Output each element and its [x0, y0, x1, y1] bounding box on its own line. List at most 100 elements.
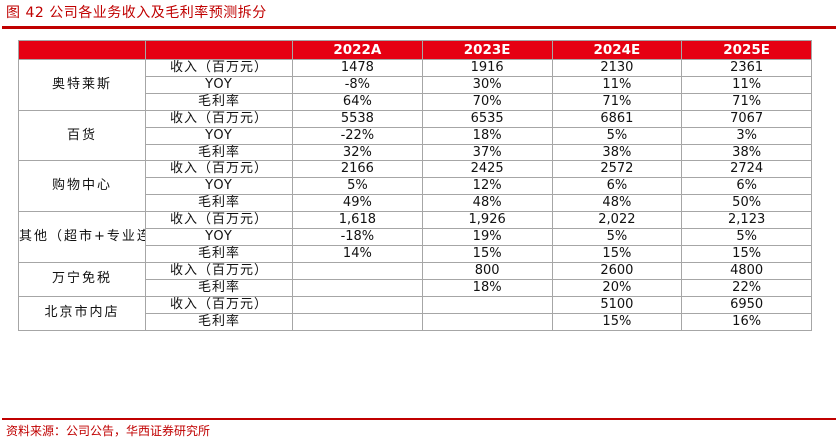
value-cell [421, 312, 553, 331]
table-row: 北京市内店 收入（百万元） 5100 6950 [18, 295, 812, 331]
table-row: 毛利率 14% 15% 15% 15% [19, 244, 812, 263]
top-rule [2, 26, 836, 29]
value-cell: 5% [681, 228, 812, 246]
header-metric-cell [145, 40, 293, 60]
metric-label: 收入（百万元） [145, 59, 293, 77]
column-header: 2025E [681, 40, 812, 60]
value-cell: 15% [551, 244, 683, 263]
value-cell: -22% [292, 126, 423, 145]
value-cell: 64% [292, 92, 423, 111]
metric-label: 收入（百万元） [145, 295, 293, 314]
value-cell: 15% [551, 312, 683, 331]
value-cell: 48% [421, 194, 553, 213]
metric-label: 毛利率 [145, 244, 293, 263]
value-cell: 38% [551, 143, 683, 162]
value-cell: 5100 [551, 295, 683, 314]
value-cell: 6535 [421, 109, 553, 128]
value-cell: 1,926 [421, 211, 553, 230]
value-cell: 2130 [551, 59, 683, 77]
value-cell: 22% [681, 278, 812, 297]
metric-label: 毛利率 [145, 312, 293, 331]
table-row: 毛利率 49% 48% 48% 50% [19, 194, 812, 213]
value-cell: 5% [551, 126, 683, 145]
value-cell: 30% [421, 75, 553, 94]
value-cell: 7067 [681, 109, 812, 128]
column-header: 2023E [421, 40, 553, 60]
value-cell: 5% [292, 177, 423, 196]
value-cell: 37% [421, 143, 553, 162]
metric-label: 收入（百万元） [145, 109, 293, 128]
value-cell: 48% [551, 194, 683, 213]
value-cell: 11% [551, 75, 683, 94]
metric-label: 收入（百万元） [145, 261, 293, 280]
metric-label: 毛利率 [145, 194, 293, 213]
value-cell: 15% [681, 244, 812, 263]
metric-label: 毛利率 [145, 143, 293, 162]
value-cell: 6861 [551, 109, 683, 128]
value-cell: 18% [421, 126, 553, 145]
value-cell: 71% [551, 92, 683, 111]
metric-label: 毛利率 [145, 92, 293, 111]
segment-label: 万宁免税 [18, 261, 146, 297]
value-cell: 2,123 [681, 211, 812, 230]
value-cell: 15% [421, 244, 553, 263]
metric-label: 收入（百万元） [145, 160, 293, 179]
value-cell: 16% [681, 312, 812, 331]
table-row: YOY 5% 12% 6% 6% [19, 177, 812, 196]
table-row: 奥特莱斯 收入（百万元） 1478 1916 2130 2361 [18, 59, 812, 111]
table-row: 毛利率 32% 37% 38% 38% [19, 143, 812, 162]
value-cell [292, 261, 423, 280]
table-row: YOY -18% 19% 5% 5% [19, 228, 812, 246]
value-cell: 5538 [292, 109, 423, 128]
metric-label: YOY [145, 75, 293, 94]
value-cell: 12% [421, 177, 553, 196]
value-cell [421, 295, 553, 314]
table-row: YOY -8% 30% 11% 11% [19, 75, 812, 94]
segment-label: 奥特莱斯 [18, 59, 146, 111]
value-cell: 2425 [421, 160, 553, 179]
value-cell: 800 [421, 261, 553, 280]
bottom-rule [2, 418, 836, 420]
value-cell [292, 278, 423, 297]
value-cell: -8% [292, 75, 423, 94]
value-cell: 4800 [681, 261, 812, 280]
value-cell: 3% [681, 126, 812, 145]
value-cell: 50% [681, 194, 812, 213]
value-cell: 2166 [292, 160, 423, 179]
table-row: 百货 收入（百万元） 5538 6535 6861 7067 [18, 109, 812, 162]
segment-label: 其他（超市+专业连锁） [18, 211, 146, 263]
metric-label: YOY [145, 177, 293, 196]
value-cell: 49% [292, 194, 423, 213]
value-cell: 11% [681, 75, 812, 94]
metric-label: 毛利率 [145, 278, 293, 297]
value-cell: 1,618 [292, 211, 423, 230]
table-body: 奥特莱斯 收入（百万元） 1478 1916 2130 2361 YOY -8% 30% 11% 1… [18, 59, 812, 331]
value-cell: 6% [681, 177, 812, 196]
value-cell: 6950 [681, 295, 812, 314]
source-note: 资料来源：公司公告，华西证券研究所 [6, 424, 211, 438]
value-cell: 38% [681, 143, 812, 162]
value-cell: 14% [292, 244, 423, 263]
value-cell: 70% [421, 92, 553, 111]
value-cell: 2572 [551, 160, 683, 179]
value-cell: 2,022 [551, 211, 683, 230]
value-cell: 32% [292, 143, 423, 162]
header-row: 2022A 2023E 2024E 2025E [18, 40, 812, 60]
table-row: 毛利率 15% 16% [19, 312, 812, 331]
value-cell: 5% [551, 228, 683, 246]
value-cell: 20% [551, 278, 683, 297]
column-header: 2022A [292, 40, 423, 60]
value-cell: 2724 [681, 160, 812, 179]
value-cell: -18% [292, 228, 423, 246]
value-cell [292, 312, 423, 331]
table-row: YOY -22% 18% 5% 3% [19, 126, 812, 145]
table-row: 万宁免税 收入（百万元） 800 2600 4800 [18, 261, 812, 297]
value-cell: 71% [681, 92, 812, 111]
header-corner-cell [18, 40, 146, 60]
value-cell: 2600 [551, 261, 683, 280]
figure-title: 图 42 公司各业务收入及毛利率预测拆分 [6, 5, 267, 21]
segment-label: 百货 [18, 109, 146, 162]
value-cell: 1916 [421, 59, 553, 77]
value-cell: 6% [551, 177, 683, 196]
